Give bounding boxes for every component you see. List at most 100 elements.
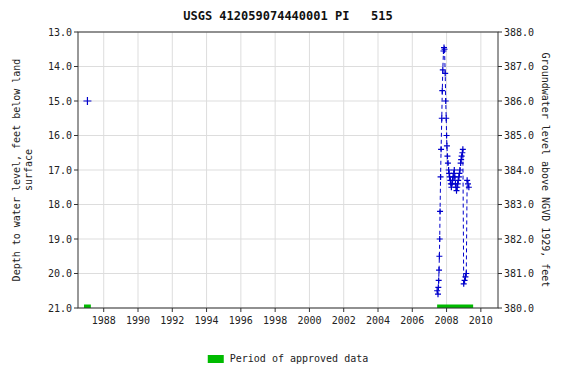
marker: [457, 167, 463, 173]
tick-label-y2: 387.0: [504, 61, 534, 72]
marker: [438, 146, 444, 152]
tick-y2: [498, 66, 502, 67]
marker: [443, 115, 449, 121]
tick-y2: [498, 308, 502, 309]
legend: Period of approved data: [208, 353, 368, 364]
tick-label-y: 15.0: [48, 96, 72, 107]
legend-item: Period of approved data: [208, 353, 368, 364]
tick-label-y: 17.0: [48, 165, 72, 176]
marker: [436, 267, 442, 273]
tick-y2: [498, 101, 502, 102]
tick-label-y2: 381.0: [504, 268, 534, 279]
tick-x: [138, 308, 139, 312]
grid-line-y: [78, 66, 498, 67]
tick-y: [74, 170, 78, 171]
marker: [451, 167, 457, 173]
tick-y: [74, 239, 78, 240]
marker: [464, 177, 470, 183]
tick-x: [240, 308, 241, 312]
marker: [444, 133, 450, 139]
tick-x: [103, 308, 104, 312]
grid-line-y: [78, 239, 498, 240]
tick-label-y2: 384.0: [504, 165, 534, 176]
marker: [455, 177, 461, 183]
tick-label-y2: 386.0: [504, 96, 534, 107]
plot-frame: [78, 32, 498, 308]
tick-y: [74, 308, 78, 309]
grid: [78, 32, 498, 308]
tick-label-y: 16.0: [48, 130, 72, 141]
tick-x: [172, 308, 173, 312]
axis-label-y2: Groundwater level above NGVD 1929, feet: [540, 53, 551, 288]
tick-label-y2: 385.0: [504, 130, 534, 141]
legend-swatch: [208, 355, 224, 363]
tick-y: [74, 273, 78, 274]
tick-label-y2: 380.0: [504, 303, 534, 314]
tick-x: [275, 308, 276, 312]
grid-line-y: [78, 170, 498, 171]
marker: [460, 146, 466, 152]
marker: [444, 153, 450, 159]
grid-line-y: [78, 135, 498, 136]
tick-x: [343, 308, 344, 312]
tick-x: [206, 308, 207, 312]
marker: [444, 143, 450, 149]
marker: [435, 284, 441, 290]
tick-label-y: 19.0: [48, 234, 72, 245]
marker: [466, 184, 472, 190]
marker: [459, 153, 465, 159]
marker: [465, 181, 471, 187]
tick-y2: [498, 32, 502, 33]
tick-y: [74, 32, 78, 33]
tick-label-x: 2008: [435, 315, 459, 326]
tick-label-x: 1998: [263, 315, 287, 326]
marker: [463, 271, 469, 277]
approved-period-bar: [84, 305, 91, 309]
axis-label-y2-line: Groundwater level above NGVD 1929, feet: [540, 53, 551, 288]
chart: 1988199019921994199619982000200220042006…: [0, 0, 576, 384]
tick-label-y: 13.0: [48, 27, 72, 38]
tick-x: [309, 308, 310, 312]
tick-label-x: 2006: [400, 315, 424, 326]
marker: [462, 277, 468, 283]
tick-label-x: 1994: [195, 315, 219, 326]
tick-y2: [498, 204, 502, 205]
tick-x: [480, 308, 481, 312]
marker: [442, 46, 448, 52]
marker: [461, 281, 467, 287]
tick-label-y: 18.0: [48, 199, 72, 210]
tick-label-x: 1990: [126, 315, 150, 326]
tick-label-y: 14.0: [48, 61, 72, 72]
grid-line-y: [78, 273, 498, 274]
title: USGS 412059074440001 PI 515: [183, 9, 393, 23]
axis-label-y-line: Depth to water level, feet below land: [11, 59, 22, 282]
tick-label-x: 2004: [366, 315, 390, 326]
tick-label-x: 2010: [469, 315, 493, 326]
tick-y: [74, 101, 78, 102]
tick-x: [378, 308, 379, 312]
tick-x: [412, 308, 413, 312]
marker: [439, 88, 445, 94]
plot-background: [78, 32, 498, 308]
axis-label-y-line: surface: [23, 149, 34, 191]
marker: [445, 160, 451, 166]
marker: [437, 236, 443, 242]
tick-label-x: 1988: [92, 315, 116, 326]
marker: [442, 70, 448, 76]
marker: [436, 277, 442, 283]
tick-label-y: 20.0: [48, 268, 72, 279]
tick-label-y: 21.0: [48, 303, 72, 314]
tick-y2: [498, 170, 502, 171]
tick-label-x: 2000: [297, 315, 321, 326]
marker: [434, 288, 440, 294]
tick-label-x: 2002: [332, 315, 356, 326]
tick-label-x: 1996: [229, 315, 253, 326]
axis-label-y: Depth to water level, feet below landsur…: [11, 59, 34, 282]
tick-label-y2: 382.0: [504, 234, 534, 245]
grid-line-y: [78, 204, 498, 205]
tick-y2: [498, 273, 502, 274]
tick-y: [74, 135, 78, 136]
marker: [435, 291, 441, 297]
marker: [437, 208, 443, 214]
tick-x: [446, 308, 447, 312]
